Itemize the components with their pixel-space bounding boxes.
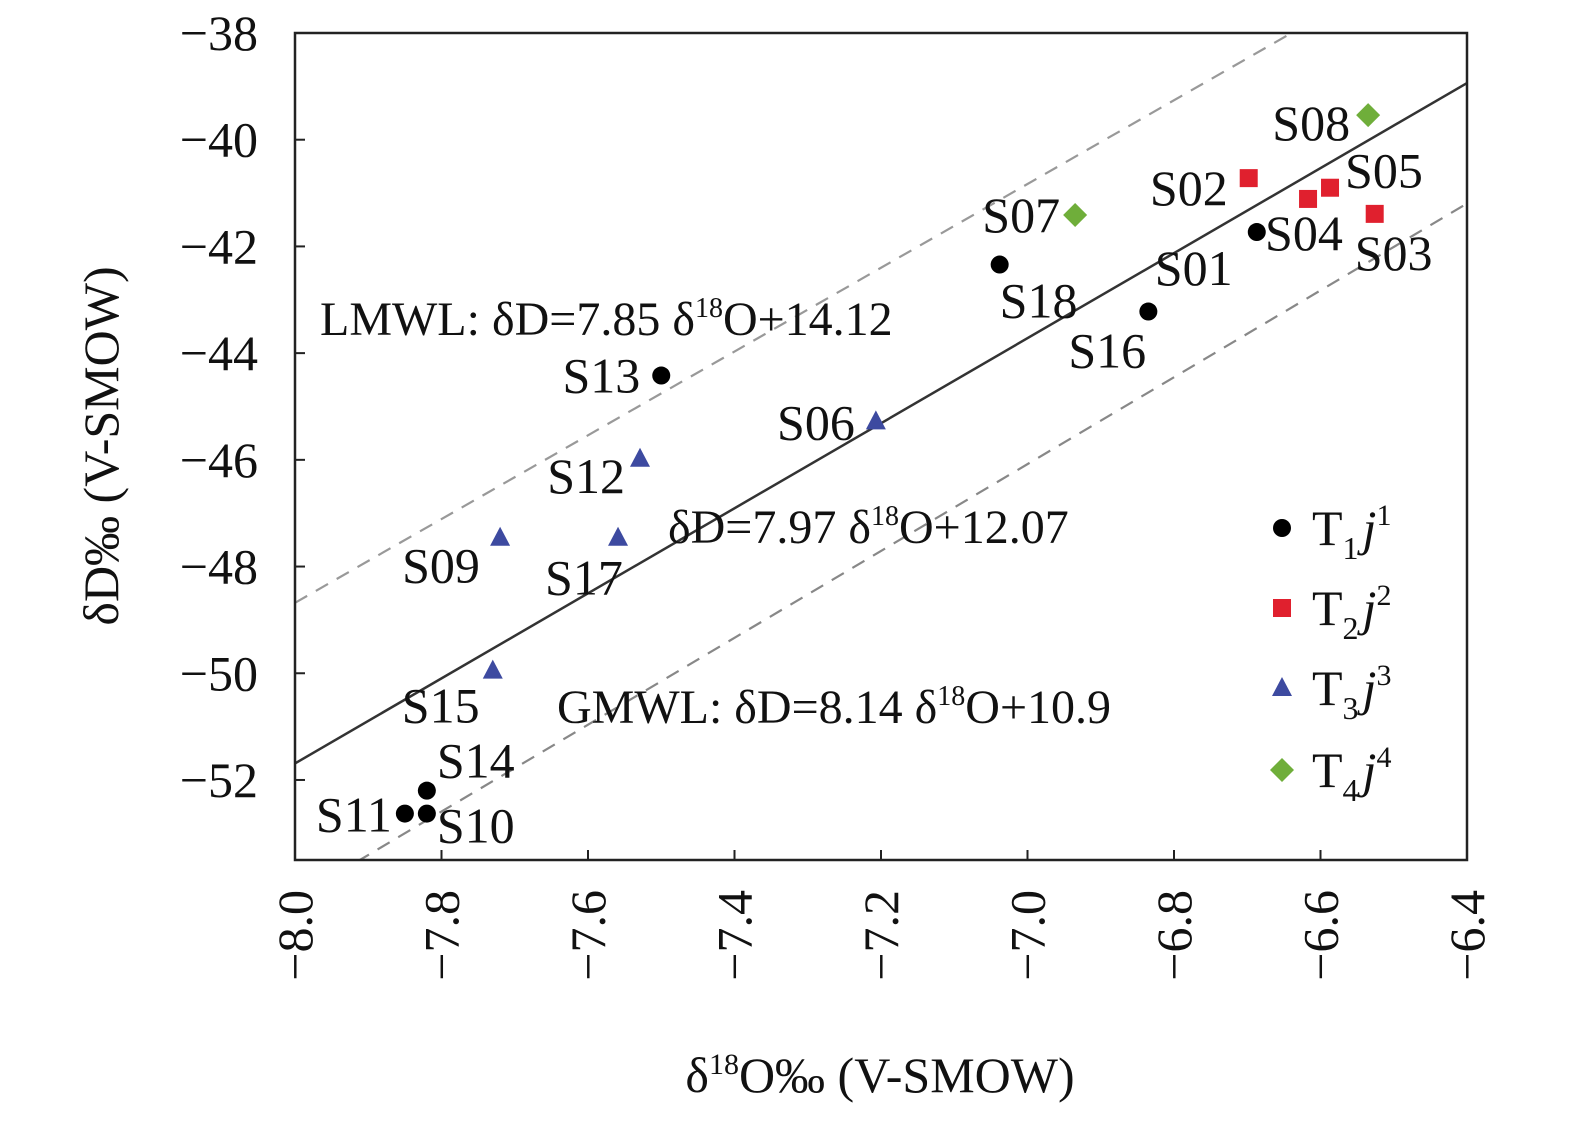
data-point-s12	[630, 447, 651, 467]
data-point-s02	[1239, 169, 1258, 188]
y-tick-label: −40	[180, 112, 258, 168]
point-label: S08	[1272, 95, 1350, 151]
data-point-s16	[1139, 302, 1158, 321]
legend-marker-square	[1273, 599, 1291, 617]
x-tick-label: −7.8	[414, 890, 470, 981]
data-point-s14	[417, 781, 436, 800]
data-point-s04	[1299, 189, 1318, 208]
y-tick-label: −52	[180, 752, 258, 808]
equation-part: O+14.12	[723, 293, 893, 346]
legend-italic: j	[1357, 500, 1377, 556]
y-tick-label: −44	[180, 325, 258, 381]
x-tick-label: −6.8	[1146, 890, 1202, 981]
line-gmwl	[357, 202, 1467, 860]
legend-italic: j	[1357, 580, 1377, 636]
legend-label: T1j1	[1312, 499, 1391, 566]
data-point-s09	[490, 526, 511, 546]
point-label: S04	[1265, 205, 1343, 261]
data-point-s03	[1365, 204, 1384, 223]
point-label: S10	[437, 798, 515, 854]
point-label: S02	[1150, 160, 1228, 216]
y-tick-label: −46	[180, 432, 258, 488]
legend-base: T	[1312, 500, 1343, 556]
point-label: S07	[982, 187, 1060, 243]
point-label: S14	[437, 733, 515, 789]
data-point-s18	[990, 255, 1009, 274]
equation-part: O+10.9	[965, 681, 1111, 734]
y-tick-label: −38	[180, 5, 258, 61]
axis-ticks: −8.0 −7.8 −7.6 −7.4 −7.2 −7.0 −6.8 −6.6 −6.4 −38 −…	[180, 5, 1495, 981]
point-label: S18	[1000, 273, 1078, 329]
point-label: S15	[402, 678, 480, 734]
legend-label: T4j4	[1312, 741, 1391, 808]
point-label: S17	[545, 550, 623, 606]
data-point-s10	[417, 804, 436, 823]
data-point-s11	[395, 804, 414, 823]
legend-marker-circle	[1273, 519, 1291, 537]
data-point-s15	[482, 659, 503, 679]
legend-sub: 4	[1343, 772, 1359, 808]
point-label: S05	[1345, 143, 1423, 199]
legend-base: T	[1312, 742, 1343, 798]
legend-sub: 3	[1343, 690, 1359, 726]
equation-sup: 18	[937, 681, 965, 712]
legend-sup: 3	[1376, 659, 1391, 692]
legend-sup: 4	[1376, 741, 1391, 774]
point-label: S06	[777, 394, 855, 450]
legend-label: T3j3	[1312, 659, 1391, 726]
x-tick-label: −6.6	[1293, 890, 1349, 981]
y-tick-label: −50	[180, 645, 258, 701]
data-point-s05	[1321, 178, 1340, 197]
x-tick-label: −7.6	[560, 890, 616, 981]
x-tick-label: −8.0	[267, 890, 323, 981]
point-label: S03	[1355, 225, 1433, 281]
line-lmwl	[295, 33, 1294, 604]
equation-gmwl: GMWL: δD=8.14 δ18O+10.9	[557, 681, 1111, 734]
x-axis-title: δ18O‰ (V-SMOW)	[685, 1047, 1074, 1103]
equation-lmwl: LMWL: δD=7.85 δ18O+14.12	[320, 293, 893, 346]
data-point-s01	[1247, 223, 1266, 242]
legend-label: T2j2	[1312, 579, 1391, 646]
data-point-s07	[1063, 202, 1088, 227]
equation-fit: δD=7.97 δ18O+12.07	[668, 501, 1069, 554]
point-label: S01	[1155, 240, 1233, 296]
legend-base: T	[1312, 580, 1343, 636]
equation-part: O+12.07	[899, 501, 1069, 554]
x-tick-label: −7.4	[707, 890, 763, 981]
legend-italic: j	[1357, 742, 1377, 798]
legend-sup: 1	[1376, 499, 1391, 532]
equation-part: GMWL: δD=8.14 δ	[557, 681, 937, 734]
legend-sub: 2	[1343, 610, 1359, 646]
point-label: S11	[316, 787, 392, 843]
y-tick-label: −48	[180, 539, 258, 595]
point-label: S09	[402, 538, 480, 594]
equation-sup: 18	[695, 293, 723, 324]
equation-part: LMWL: δD=7.85 δ	[320, 293, 695, 346]
legend-marker-triangle	[1272, 677, 1292, 696]
y-tick-label: −42	[180, 218, 258, 274]
legend-base: T	[1312, 660, 1343, 716]
point-label: S12	[547, 448, 625, 504]
equation-sup: 18	[871, 501, 899, 532]
data-point-s13	[652, 366, 671, 385]
legend-italic: j	[1357, 660, 1377, 716]
point-label: S16	[1068, 323, 1146, 379]
x-tick-label: −7.0	[1000, 890, 1056, 981]
data-point-s17	[608, 526, 629, 546]
point-label: S13	[562, 348, 640, 404]
x-tick-label: −7.2	[853, 890, 909, 981]
y-axis-title: δD‰ (V-SMOW)	[73, 266, 129, 625]
data-point-s06	[865, 410, 886, 430]
legend-sub: 1	[1343, 530, 1359, 566]
x-tick-label: −6.4	[1439, 890, 1495, 981]
data-point-s08	[1356, 103, 1381, 128]
legend-sup: 2	[1376, 579, 1391, 612]
legend-marker-diamond	[1270, 758, 1294, 782]
equation-part: δD=7.97 δ	[668, 501, 871, 554]
